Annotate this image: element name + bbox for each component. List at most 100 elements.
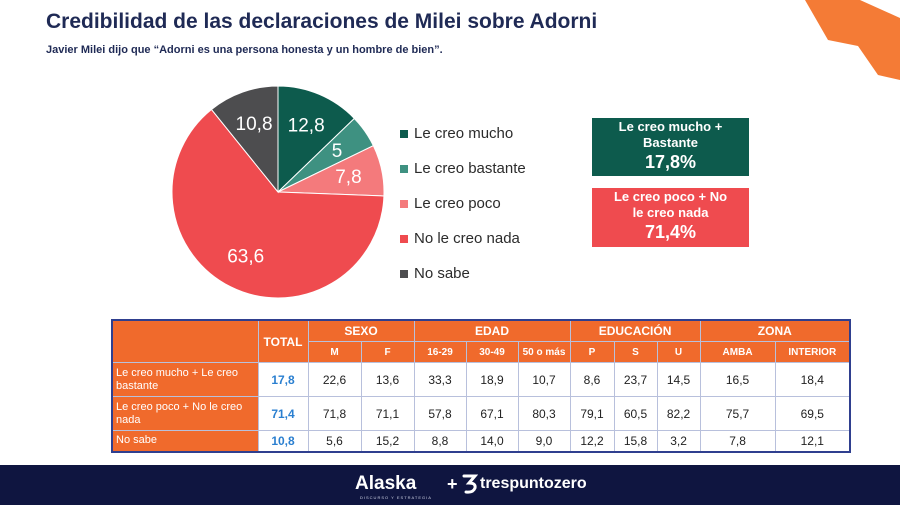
pie-legend: Le creo mucho Le creo bastante Le creo p… bbox=[400, 116, 526, 291]
pie-slice bbox=[171, 108, 385, 299]
table-cell: 8,6 bbox=[569, 362, 615, 397]
legend-swatch bbox=[400, 234, 408, 243]
summary-value: 17,8% bbox=[644, 152, 697, 172]
table-cell: 57,8 bbox=[413, 396, 467, 431]
pie-slice bbox=[277, 85, 356, 194]
table-cell: 80,3 bbox=[517, 396, 571, 431]
pie-data-label: 7,8 bbox=[335, 167, 361, 188]
summary-value: 71,4% bbox=[644, 222, 697, 242]
table-cell: 79,1 bbox=[569, 396, 615, 431]
legend-label: No le creo nada bbox=[414, 230, 520, 247]
column-header: AMBA bbox=[699, 341, 776, 363]
table-row: No sabe 10,8 5,6 15,2 8,8 14,0 9,0 12,2 15,8 3,2 7… bbox=[111, 430, 851, 452]
row-label: No sabe bbox=[111, 430, 259, 452]
legend-swatch bbox=[400, 129, 408, 138]
row-label: Le creo poco + No le creo nada bbox=[111, 396, 259, 431]
legend-item: No sabe bbox=[400, 256, 526, 291]
table-cell: 7,8 bbox=[699, 430, 776, 452]
table-cell: 69,5 bbox=[774, 396, 851, 431]
table-cell: 75,7 bbox=[699, 396, 776, 431]
table-cell: 15,8 bbox=[613, 430, 658, 452]
crosstab-table: TOTAL SEXO EDAD EDUCACIÓN ZONA M F 16-29… bbox=[111, 319, 852, 453]
total-cell: 71,4 bbox=[257, 396, 309, 431]
table-cell: 5,6 bbox=[307, 430, 362, 452]
table-cell: 71,8 bbox=[307, 396, 362, 431]
summary-label: Le creo poco + No le creo nada bbox=[613, 189, 728, 220]
column-header: P bbox=[569, 341, 615, 363]
trespuntozero-logo: trespuntozero bbox=[480, 475, 587, 492]
column-header: 50 o más bbox=[517, 341, 571, 363]
table-cell: 14,0 bbox=[465, 430, 519, 452]
summary-label: Le creo mucho + Bastante bbox=[618, 119, 723, 150]
total-cell: 17,8 bbox=[257, 362, 309, 397]
legend-swatch bbox=[400, 164, 408, 173]
table-cell: 67,1 bbox=[465, 396, 519, 431]
table-cell: 18,9 bbox=[465, 362, 519, 397]
table-cell: 3,2 bbox=[656, 430, 701, 452]
table-cell: 13,6 bbox=[360, 362, 415, 397]
table-cell: 15,2 bbox=[360, 430, 415, 452]
legend-swatch bbox=[400, 269, 408, 278]
legend-item: Le creo mucho bbox=[400, 116, 526, 151]
column-header: 16-29 bbox=[413, 341, 467, 363]
legend-label: Le creo mucho bbox=[414, 125, 514, 142]
legend-label: No sabe bbox=[414, 265, 470, 282]
crosstab-table-wrapper: TOTAL SEXO EDAD EDUCACIÓN ZONA M F 16-29… bbox=[111, 319, 852, 453]
page-subtitle: Javier Milei dijo que “Adorni es una per… bbox=[46, 44, 443, 56]
table-subheader-row: M F 16-29 30-49 50 o más P S U AMBA INTE… bbox=[112, 341, 851, 363]
legend-label: Le creo bastante bbox=[414, 160, 526, 177]
pie-chart: 12,8 5 7,8 63,6 10,8 bbox=[171, 85, 385, 299]
pie-data-label: 5 bbox=[332, 141, 343, 162]
plus-sign: + bbox=[447, 474, 458, 494]
summary-box-believe: Le creo mucho + Bastante 17,8% bbox=[592, 118, 749, 176]
table-body: Le creo mucho + Le creo bastante 17,8 22,6… bbox=[111, 362, 851, 452]
column-header: U bbox=[656, 341, 701, 363]
alaska-logo: Alaska bbox=[355, 473, 417, 494]
footer-bar: Alaska DISCURSO Y ESTRATEGIA + trespunto… bbox=[0, 465, 900, 505]
table-corner bbox=[111, 319, 259, 363]
table-cell: 16,5 bbox=[699, 362, 776, 397]
legend-item: Le creo poco bbox=[400, 186, 526, 221]
page-title: Credibilidad de las declaraciones de Mil… bbox=[46, 10, 598, 33]
summary-box-disbelieve: Le creo poco + No le creo nada 71,4% bbox=[592, 188, 749, 247]
total-cell: 10,8 bbox=[257, 430, 309, 452]
legend-item: No le creo nada bbox=[400, 221, 526, 256]
table-header-row: TOTAL SEXO EDAD EDUCACIÓN ZONA bbox=[111, 319, 851, 363]
column-header: 30-49 bbox=[465, 341, 519, 363]
legend-swatch bbox=[400, 199, 408, 208]
column-header: INTERIOR bbox=[774, 341, 851, 363]
table-cell: 12,1 bbox=[774, 430, 851, 452]
table-cell: 33,3 bbox=[413, 362, 467, 397]
orange-corner-decoration bbox=[805, 0, 900, 80]
legend-item: Le creo bastante bbox=[400, 151, 526, 186]
table-cell: 12,2 bbox=[569, 430, 615, 452]
table-cell: 60,5 bbox=[613, 396, 658, 431]
pie-slice bbox=[210, 85, 279, 194]
table-cell: 71,1 bbox=[360, 396, 415, 431]
table-cell: 14,5 bbox=[656, 362, 701, 397]
row-label: Le creo mucho + Le creo bastante bbox=[111, 362, 259, 397]
column-header: S bbox=[613, 341, 658, 363]
pie-data-label: 63,6 bbox=[227, 246, 264, 267]
pie-data-label: 12,8 bbox=[288, 116, 325, 137]
table-cell: 10,7 bbox=[517, 362, 571, 397]
trespuntozero-logo-icon bbox=[462, 474, 478, 494]
group-header: SEXO bbox=[307, 319, 415, 342]
table-cell: 8,8 bbox=[413, 430, 467, 452]
table-cell: 9,0 bbox=[517, 430, 571, 452]
table-row: Le creo mucho + Le creo bastante 17,8 22,6… bbox=[111, 362, 851, 397]
group-header: ZONA bbox=[699, 319, 851, 342]
column-header: F bbox=[360, 341, 415, 363]
table-cell: 23,7 bbox=[613, 362, 658, 397]
table-cell: 18,4 bbox=[774, 362, 851, 397]
table-row: Le creo poco + No le creo nada 71,4 71,8 71… bbox=[111, 396, 851, 431]
table-cell: 22,6 bbox=[307, 362, 362, 397]
group-header: EDAD bbox=[413, 319, 571, 342]
pie-data-label: 10,8 bbox=[236, 114, 273, 135]
alaska-logo-tagline: DISCURSO Y ESTRATEGIA bbox=[360, 495, 432, 500]
group-header: EDUCACIÓN bbox=[569, 319, 701, 342]
column-header: M bbox=[307, 341, 362, 363]
table-cell: 82,2 bbox=[656, 396, 701, 431]
total-header: TOTAL bbox=[257, 319, 309, 363]
legend-label: Le creo poco bbox=[414, 195, 501, 212]
